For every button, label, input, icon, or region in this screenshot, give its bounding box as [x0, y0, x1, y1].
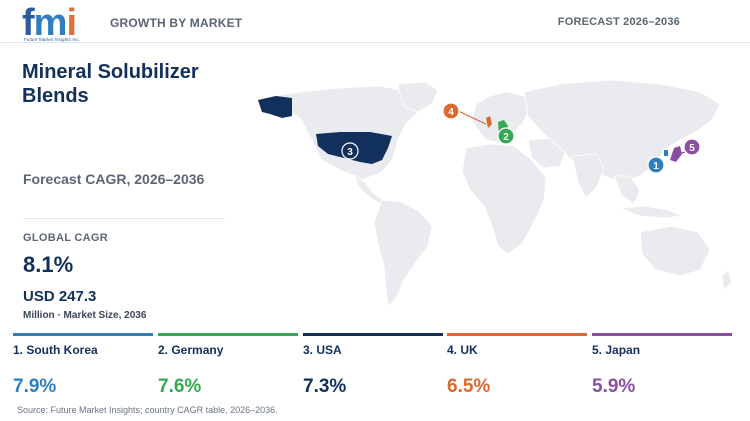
africa-land [461, 143, 547, 255]
marker-japan-label: 5 [689, 143, 695, 154]
country-cagr: 6.5% [447, 376, 491, 397]
india-land [571, 153, 605, 199]
card-accent-bar [303, 333, 443, 336]
market-size-note: Million · Market Size, 2036 [23, 310, 147, 321]
country-cagr: 7.6% [158, 376, 202, 397]
card-accent-bar [447, 333, 587, 336]
country-cagr: 7.9% [13, 376, 57, 397]
country-name: 2. Germany [158, 343, 224, 357]
divider [23, 218, 225, 219]
marker-uk-label: 4 [448, 107, 454, 118]
new-zealand-land [721, 269, 733, 291]
logo-letters: fmi [22, 2, 77, 44]
country-cagr: 5.9% [592, 376, 636, 397]
marker-south-korea: 1 [647, 156, 665, 174]
marker-south-korea-label: 1 [653, 161, 659, 172]
card-accent-bar [13, 333, 153, 336]
indonesia-land [619, 205, 684, 219]
country-card-usa: 3. USA 7.3% [303, 333, 443, 403]
card-accent-bar [158, 333, 298, 336]
marker-germany-label: 2 [503, 132, 509, 143]
marker-japan: 5 [683, 138, 701, 156]
land-masses [261, 80, 733, 307]
uk-leader-line [457, 110, 487, 125]
south-korea-highlight [664, 150, 668, 156]
south-america-land [373, 199, 433, 307]
source-note: Source: Future Market Insights; country … [17, 405, 278, 415]
fmi-logo[interactable]: fmi Future Market Insights Inc. [22, 2, 94, 44]
europe-land [471, 91, 531, 143]
marker-usa-label: 3 [347, 147, 353, 158]
world-map: 3 4 2 1 5 [258, 80, 733, 307]
alaska-highlight [258, 96, 292, 118]
logo-subtext: Future Market Insights Inc. [24, 37, 80, 42]
country-name: 1. South Korea [13, 343, 98, 357]
country-cagr: 7.3% [303, 376, 347, 397]
uk-highlight [486, 116, 492, 128]
japan-highlight [670, 146, 682, 162]
southeast-asia-land [613, 175, 641, 205]
central-america-land [354, 175, 387, 205]
card-accent-bar [592, 333, 732, 336]
country-name: 3. USA [303, 343, 342, 357]
australia-land [639, 225, 711, 277]
country-card-uk: 4. UK 6.5% [447, 333, 587, 403]
forecast-cagr-subtitle: Forecast CAGR, 2026–2036 [23, 171, 205, 187]
page-title: Mineral Solubilizer Blends [22, 61, 199, 107]
header-bar: fmi Future Market Insights Inc. GROWTH B… [0, 0, 750, 44]
country-card-germany: 2. Germany 7.6% [158, 333, 298, 403]
global-cagr-label: GLOBAL CAGR [23, 232, 108, 244]
growth-by-market-label: GROWTH BY MARKET [110, 16, 243, 30]
marker-uk: 4 [442, 102, 460, 120]
country-name: 5. Japan [592, 343, 641, 357]
country-card-japan: 5. Japan 5.9% [592, 333, 732, 403]
greenland-land [397, 81, 439, 113]
marker-usa: 3 [341, 142, 359, 160]
japan-leader-line [671, 151, 686, 157]
market-size-value: USD 247.3 [23, 288, 97, 305]
country-name: 4. UK [447, 343, 478, 357]
country-card-south-korea: 1. South Korea 7.9% [13, 333, 153, 403]
forecast-period-label: FORECAST 2026–2036 [557, 16, 680, 28]
marker-germany: 2 [497, 127, 515, 145]
global-cagr-value: 8.1% [23, 252, 74, 277]
